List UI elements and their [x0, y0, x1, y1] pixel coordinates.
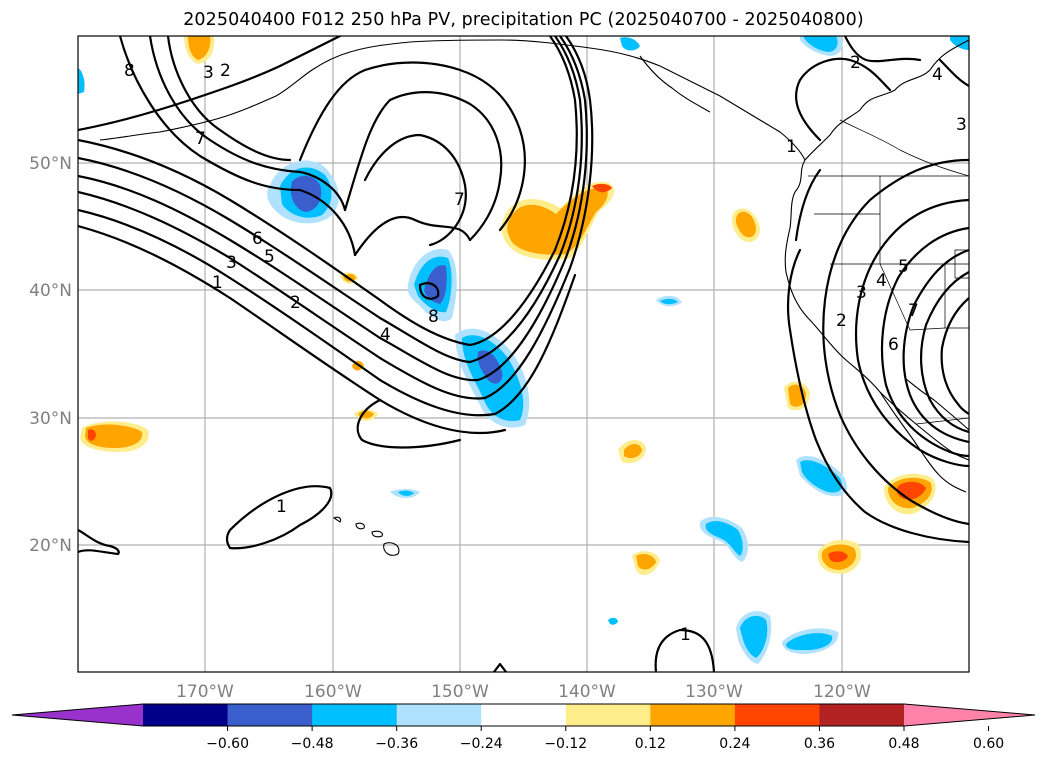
contour-label: 7 [908, 301, 919, 321]
contour-label: 2 [220, 61, 231, 81]
colorbar-extend-low [12, 704, 143, 726]
lat-label: 20°N [29, 536, 72, 556]
colorbar-segment [565, 704, 651, 726]
lat-label: 40°N [29, 281, 72, 301]
contour-labels: 8 3 2 7 6 5 3 1 2 4 7 8 1 1 2 1 2 3 4 5 … [124, 53, 967, 645]
map-area [78, 36, 969, 672]
colorbar-segment [650, 704, 736, 726]
colorbar-extend-high [904, 704, 1035, 726]
colorbar: −0.60 −0.48 −0.36 −0.24 −0.12 0.12 0.24 0.36 0.4… [11, 703, 1036, 752]
contour-label: 8 [124, 61, 135, 81]
colorbar-tick-label: −0.36 [375, 736, 418, 752]
contour-label: 5 [898, 257, 909, 277]
contour-label: 3 [226, 253, 237, 273]
contour-label: 1 [786, 137, 797, 157]
colorbar-tick-label: −0.48 [291, 736, 334, 752]
colorbar-segment [734, 704, 820, 726]
contour-label: 4 [876, 271, 887, 291]
colorbar-tick-label: 0.48 [888, 736, 919, 752]
contour-label: 4 [932, 65, 943, 85]
colorbar-segment [396, 704, 482, 726]
lon-label: 130°W [685, 682, 743, 702]
contour-label: 1 [212, 273, 223, 293]
lon-label: 120°W [813, 682, 871, 702]
contour-label: 1 [680, 625, 691, 645]
contour-label: 5 [264, 247, 275, 267]
lon-label: 170°W [176, 682, 234, 702]
coastlines [99, 39, 969, 556]
map-frame [77, 35, 970, 673]
contour-label: 6 [252, 229, 263, 249]
contour-label: 2 [290, 293, 301, 313]
contour-label: 7 [454, 190, 465, 210]
colorbar-tick-label: −0.24 [460, 736, 503, 752]
borders [808, 119, 969, 425]
lon-labels: 170°W 160°W 150°W 140°W 130°W 120°W [176, 682, 871, 702]
contour-label: 1 [276, 497, 287, 517]
colorbar-tick-label: 0.36 [804, 736, 835, 752]
contour-label: 3 [956, 115, 967, 135]
colorbar-segment [819, 704, 905, 726]
contour-label: 2 [850, 53, 861, 73]
colorbar-outline [11, 703, 1036, 727]
contour-label: 4 [380, 325, 391, 345]
lon-label: 160°W [304, 682, 362, 702]
colorbar-tick-label: −0.12 [544, 736, 587, 752]
colorbar-segment [143, 704, 229, 726]
contour-label: 6 [888, 335, 899, 355]
lat-label: 30°N [29, 409, 72, 429]
contour-label: 7 [195, 129, 206, 149]
contour-label: 2 [836, 311, 847, 331]
lat-label: 50°N [29, 154, 72, 174]
lon-label: 140°W [558, 682, 616, 702]
colorbar-tick-label: 0.12 [635, 736, 666, 752]
colorbar-tick-label: −0.60 [206, 736, 249, 752]
colorbar-tick-label: 0.24 [719, 736, 750, 752]
contour-label: 8 [428, 307, 439, 327]
colorbar-tick-label: 0.60 [973, 736, 1004, 752]
lat-labels: 50°N 40°N 30°N 20°N [29, 154, 72, 556]
colorbar-segment [227, 704, 313, 726]
colorbar-segment [481, 704, 567, 726]
contour-label: 3 [856, 283, 867, 303]
contour-label: 3 [203, 63, 214, 83]
pv-contours [78, 36, 969, 672]
colorbar-segment [312, 704, 398, 726]
map-title: 2025040400 F012 250 hPa PV, precipitatio… [183, 10, 864, 30]
lon-label: 150°W [431, 682, 489, 702]
